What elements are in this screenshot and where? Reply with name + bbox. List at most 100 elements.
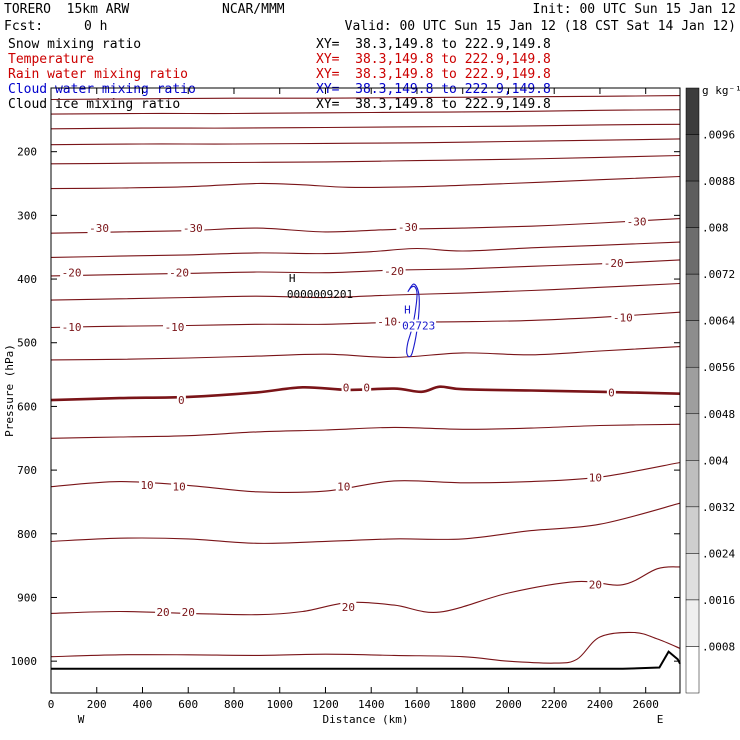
contour-label-bg <box>587 471 604 484</box>
contour-label-12-2: 0 <box>363 381 370 394</box>
y-tick-label-0: 200 <box>17 146 37 159</box>
colorbar-cell <box>685 460 700 508</box>
cloud-water-contour <box>406 283 420 358</box>
contour-label-6-0: -30 <box>89 222 109 235</box>
contour-label-bg <box>587 578 604 591</box>
colorbar-label-8: .0032 <box>702 501 735 514</box>
colorbar-cell <box>685 87 700 135</box>
cloud-water-label-bg <box>400 319 437 332</box>
y-tick-label-2: 400 <box>17 273 37 286</box>
x-tick-label-8: 1600 <box>404 698 431 711</box>
isotherm-1 <box>51 109 680 115</box>
isotherm-2 <box>51 123 680 130</box>
contour-label-bg <box>181 222 205 235</box>
isotherm-5 <box>51 175 680 190</box>
x-tick-label-0: 0 <box>48 698 55 711</box>
contour-label-10-3: -10 <box>613 311 633 324</box>
colorbar-label-2: .008 <box>702 222 729 235</box>
x-tick-label-13: 2600 <box>632 698 659 711</box>
y-tick-label-8: 1000 <box>11 655 38 668</box>
field-xy-cloud-ice: XY= 38.3,149.8 to 222.9,149.8 <box>316 97 551 112</box>
snow-max-value: 0000009201 <box>287 288 353 301</box>
isotherm-17 <box>51 631 680 664</box>
contour-label-6-2: -30 <box>398 221 418 234</box>
contour-label-bg <box>602 257 626 270</box>
colorbar-cell <box>685 366 700 415</box>
contour-label-bg <box>87 222 111 235</box>
colorbar-cell <box>685 646 700 694</box>
contour-label-10-0: -10 <box>62 321 82 334</box>
contour-label-bg <box>176 394 186 407</box>
x-tick-label-1: 200 <box>87 698 107 711</box>
contour-label-bg <box>335 480 352 493</box>
isotherm-0 <box>51 95 680 101</box>
contour-label-bg <box>362 381 372 394</box>
x-tick-label-9: 1800 <box>449 698 476 711</box>
cloud-water-group <box>406 283 420 358</box>
colorbar-label-11: .0008 <box>702 640 735 653</box>
init-time: Init: 00 UTC Sun 15 Jan 12 <box>532 2 737 17</box>
x-tick-label-2: 400 <box>133 698 153 711</box>
contour-label-bg <box>396 220 420 233</box>
x-tick-label-6: 1200 <box>312 698 339 711</box>
field-name-temperature: Temperature <box>8 52 95 67</box>
contour-label-14-2: 10 <box>337 481 350 494</box>
y-axis-label: Pressure (hPa) <box>3 344 16 437</box>
contour-label-16-2: 20 <box>342 601 355 614</box>
x-axis-label: Distance (km) <box>322 713 408 726</box>
colorbar-cell <box>685 413 700 461</box>
center-label: NCAR/MMM <box>222 2 285 17</box>
contour-label-bg <box>167 266 191 279</box>
fcst-value: 0 h <box>84 19 108 34</box>
contour-label-14-1: 10 <box>172 481 185 494</box>
x-tick-label-5: 1000 <box>266 698 293 711</box>
contour-label-bg <box>625 215 649 228</box>
field-name-snow: Snow mixing ratio <box>8 37 142 52</box>
isotherm-14 <box>51 461 680 494</box>
colorbar-cell <box>685 227 700 275</box>
colorbar-cell <box>685 506 700 554</box>
contour-label-6-1: -30 <box>183 222 203 235</box>
x-axis-west-label: W <box>78 713 85 726</box>
colorbar-label-6: .0048 <box>702 408 735 421</box>
axes-group: 0 200 400 600 800 1000 1200 1400 1600 1800 2000 220… <box>3 87 681 726</box>
field-name-rain: Rain water mixing ratio <box>8 67 189 82</box>
field-xy-temperature: XY= 38.3,149.8 to 222.9,149.8 <box>316 52 551 67</box>
contour-label-bg <box>163 320 187 333</box>
isotherm-12 <box>51 385 680 402</box>
field-xy-cloud-water: XY= 38.3,149.8 to 222.9,149.8 <box>316 82 551 97</box>
isotherm-10 <box>51 311 680 329</box>
isotherm-7 <box>51 241 680 258</box>
colorbar-label-1: .0088 <box>702 175 735 188</box>
contour-label-group: -30 -30 -30 -30-20 -20 -20-20-10 -10 -10 -1000 0 0… <box>60 215 649 619</box>
field-name-cloud-water: Cloud water mixing ratio <box>8 82 196 97</box>
terrain-line <box>51 650 681 670</box>
x-tick-label-12: 2400 <box>587 698 614 711</box>
contour-label-bg <box>340 601 357 614</box>
colorbar-label-10: .0016 <box>702 594 735 607</box>
plot-frame <box>50 87 681 694</box>
snow-max-marker: H <box>289 272 296 285</box>
field-xy-rain: XY= 38.3,149.8 to 222.9,149.8 <box>316 67 551 82</box>
x-tick-label-11: 2200 <box>541 698 568 711</box>
colorbar: .0096 .0088 .008 .0072 .0064 .0056 .0048 .004 .0… <box>685 84 740 694</box>
contour-label-bg <box>60 266 84 279</box>
contour-label-12-3: 0 <box>608 386 615 399</box>
contour-label-bg <box>155 606 172 619</box>
contour-label-bg <box>606 386 616 399</box>
cloud-water-max-value: 02723 <box>402 320 435 333</box>
colorbar-cell <box>685 180 700 228</box>
y-tick-label-1: 300 <box>17 209 37 222</box>
isotherm-4 <box>51 154 680 165</box>
contour-label-bg <box>341 381 351 394</box>
isotherm-16 <box>51 566 680 616</box>
colorbar-cell <box>685 273 700 321</box>
isotherm-8 <box>51 259 680 277</box>
contour-label-16-3: 20 <box>589 579 602 592</box>
y-tick-label-5: 700 <box>17 464 37 477</box>
contour-label-16-1: 20 <box>182 606 195 619</box>
x-axis-east-label: E <box>657 713 664 726</box>
x-tick-label-4: 800 <box>224 698 244 711</box>
contour-label-10-2: -10 <box>377 316 397 329</box>
